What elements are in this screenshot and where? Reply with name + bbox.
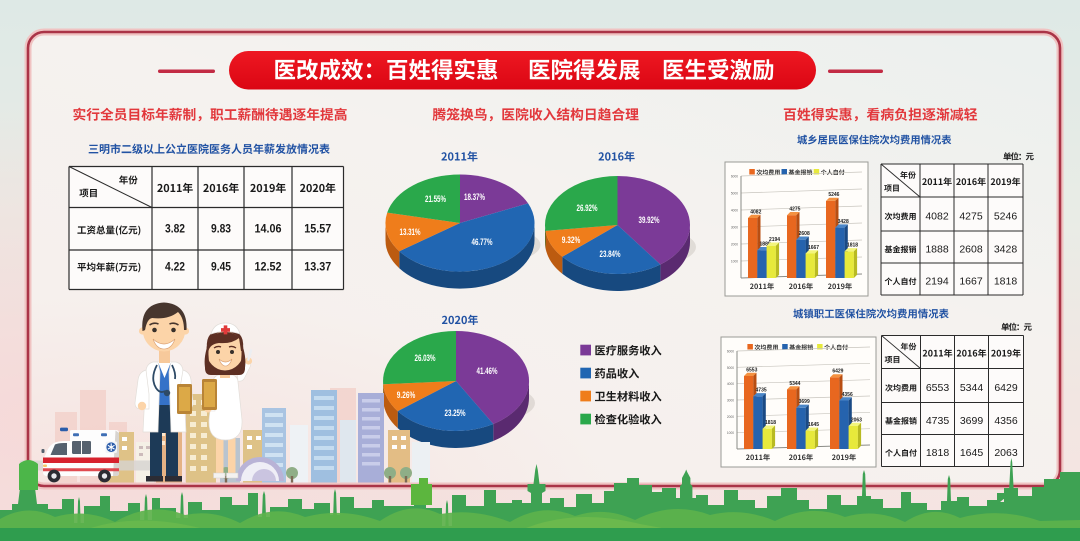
svg-text:1818: 1818 — [847, 243, 858, 249]
svg-text:4275: 4275 — [959, 210, 983, 222]
svg-text:23.25%: 23.25% — [445, 408, 466, 418]
svg-text:26.92%: 26.92% — [577, 203, 598, 213]
svg-text:3428: 3428 — [838, 219, 849, 225]
svg-text:2000: 2000 — [727, 415, 734, 419]
svg-text:6429: 6429 — [994, 382, 1018, 394]
svg-text:1000: 1000 — [731, 260, 738, 264]
svg-text:1888: 1888 — [925, 243, 949, 255]
svg-text:4000: 4000 — [731, 209, 738, 213]
svg-text:18.37%: 18.37% — [464, 192, 485, 202]
svg-text:4735: 4735 — [926, 415, 950, 427]
svg-text:4000: 4000 — [727, 382, 734, 386]
svg-text:5246: 5246 — [828, 192, 839, 198]
svg-text:4.22: 4.22 — [165, 260, 185, 274]
svg-text:1818: 1818 — [994, 275, 1018, 287]
svg-text:2608: 2608 — [959, 243, 983, 255]
svg-text:1818: 1818 — [765, 420, 776, 426]
svg-text:4082: 4082 — [925, 210, 949, 222]
svg-text:41.46%: 41.46% — [477, 366, 498, 376]
svg-text:13.31%: 13.31% — [400, 227, 421, 237]
svg-text:5344: 5344 — [960, 382, 984, 394]
svg-text:5344: 5344 — [789, 381, 800, 387]
svg-text:15.57: 15.57 — [304, 222, 331, 236]
svg-text:1645: 1645 — [960, 447, 984, 459]
svg-text:1000: 1000 — [727, 431, 734, 435]
svg-text:9.83: 9.83 — [211, 222, 231, 236]
svg-text:21.55%: 21.55% — [425, 194, 446, 204]
svg-text:6000: 6000 — [731, 175, 738, 179]
svg-text:26.03%: 26.03% — [415, 353, 436, 363]
svg-text:3000: 3000 — [727, 399, 734, 403]
svg-text:46.77%: 46.77% — [472, 237, 493, 247]
svg-text:2194: 2194 — [925, 275, 949, 287]
svg-text:6429: 6429 — [832, 369, 843, 375]
svg-text:3699: 3699 — [960, 415, 984, 427]
svg-text:2608: 2608 — [799, 231, 810, 237]
svg-text:2000: 2000 — [731, 243, 738, 247]
svg-text:2063: 2063 — [851, 417, 862, 423]
svg-text:1818: 1818 — [926, 447, 950, 459]
svg-text:9.45: 9.45 — [211, 260, 231, 274]
svg-text:3000: 3000 — [731, 226, 738, 230]
svg-text:9.32%: 9.32% — [562, 235, 581, 245]
svg-text:4275: 4275 — [789, 207, 800, 213]
svg-text:1888: 1888 — [760, 242, 771, 248]
svg-text:2063: 2063 — [994, 447, 1018, 459]
svg-text:4735: 4735 — [756, 388, 767, 394]
svg-text:6553: 6553 — [746, 367, 757, 373]
svg-text:1667: 1667 — [808, 245, 819, 251]
svg-text:9.26%: 9.26% — [397, 390, 416, 400]
svg-text:1667: 1667 — [959, 275, 983, 287]
svg-text:23.84%: 23.84% — [600, 249, 621, 259]
svg-text:39.92%: 39.92% — [639, 215, 660, 225]
svg-text:4356: 4356 — [994, 415, 1018, 427]
svg-text:6000: 6000 — [727, 350, 734, 354]
svg-text:3.82: 3.82 — [165, 222, 185, 236]
svg-text:4356: 4356 — [842, 392, 853, 398]
svg-text:4082: 4082 — [750, 209, 761, 215]
svg-text:5246: 5246 — [994, 210, 1018, 222]
svg-text:5000: 5000 — [727, 366, 734, 370]
svg-text:5000: 5000 — [731, 192, 738, 196]
svg-text:14.06: 14.06 — [255, 222, 282, 236]
svg-text:2194: 2194 — [769, 237, 780, 243]
svg-text:3699: 3699 — [799, 399, 810, 405]
svg-text:13.37: 13.37 — [304, 260, 331, 274]
svg-text:3428: 3428 — [994, 243, 1018, 255]
svg-text:12.52: 12.52 — [255, 260, 282, 274]
svg-text:6553: 6553 — [926, 382, 950, 394]
svg-text:1645: 1645 — [808, 422, 819, 428]
